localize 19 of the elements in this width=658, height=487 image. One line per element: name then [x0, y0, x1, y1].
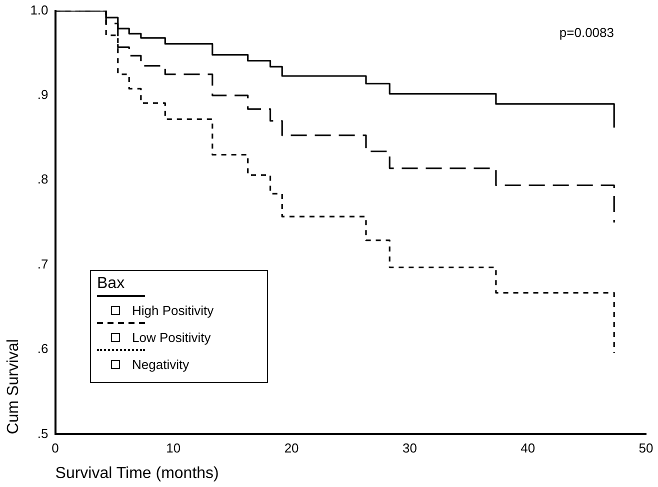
y-tick-label: .8 — [37, 172, 48, 187]
y-tick-label: .6 — [37, 341, 48, 356]
y-tick-label: .9 — [37, 87, 48, 102]
legend-label: Negativity — [132, 357, 190, 372]
x-tick-label: 30 — [402, 440, 417, 456]
legend-label: High Positivity — [132, 303, 214, 318]
y-tick-label: .7 — [37, 256, 48, 272]
y-tick-label: 1.0 — [30, 2, 48, 18]
y-tick-label: .5 — [37, 426, 48, 441]
x-tick-label: 0 — [52, 440, 59, 456]
x-tick-label: 40 — [520, 440, 536, 456]
annotation: p=0.0083 — [559, 24, 614, 40]
x-tick-label: 50 — [638, 440, 654, 456]
legend-label: Low Positivity — [132, 330, 211, 345]
x-tick-label: 10 — [166, 440, 181, 456]
y-axis-title: Cum Survival — [5, 339, 22, 434]
x-axis-title: Survival Time (months) — [55, 464, 219, 482]
x-tick-label: 20 — [284, 440, 299, 456]
legend-title: Bax — [97, 275, 126, 293]
